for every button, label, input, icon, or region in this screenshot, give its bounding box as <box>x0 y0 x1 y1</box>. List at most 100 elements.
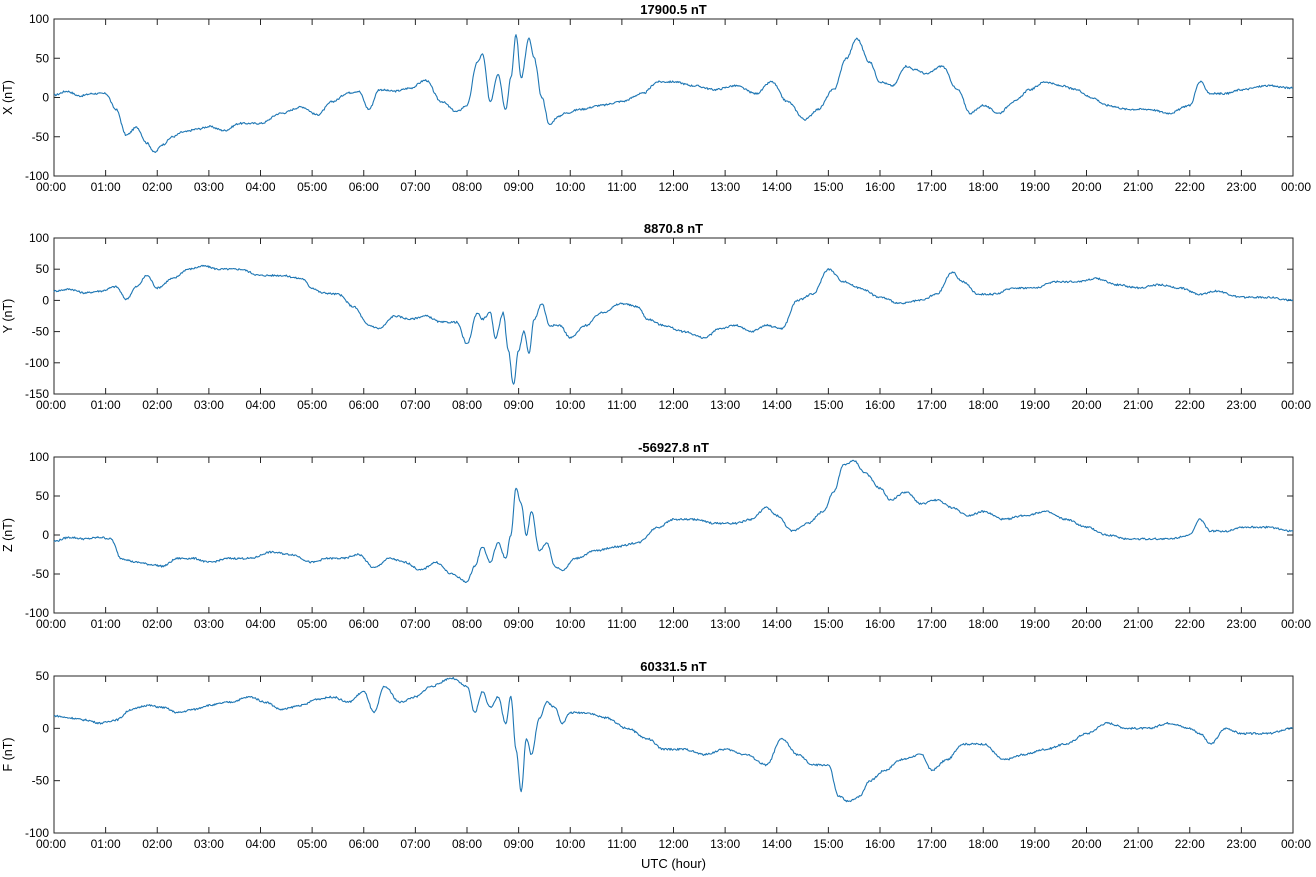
x-tick-label: 17:00 <box>917 398 947 412</box>
y-tick-label: 100 <box>29 231 49 245</box>
x-tick-label: 08:00 <box>452 837 482 851</box>
x-tick-label: 15:00 <box>813 180 843 194</box>
y-tick-label: 100 <box>29 450 49 464</box>
panel-title: -56927.8 nT <box>638 440 709 455</box>
y-tick-label: 0 <box>42 91 49 105</box>
x-tick-label: 12:00 <box>658 398 688 412</box>
x-tick-label: 09:00 <box>504 617 534 631</box>
x-tick-label: 10:00 <box>555 398 585 412</box>
x-tick-label: 23:00 <box>1226 180 1256 194</box>
x-tick-label: 20:00 <box>1071 837 1101 851</box>
series-line <box>53 264 1294 385</box>
x-tick-label: 19:00 <box>1020 617 1050 631</box>
x-tick-label: 04:00 <box>245 180 275 194</box>
x-tick-label: 15:00 <box>813 837 843 851</box>
panel-title: 17900.5 nT <box>640 2 707 17</box>
y-tick-label: 0 <box>42 528 49 542</box>
x-tick-label: 19:00 <box>1020 180 1050 194</box>
x-tick-label: 05:00 <box>297 180 327 194</box>
y-tick-label: 50 <box>36 262 50 276</box>
x-tick-label: 03:00 <box>194 837 224 851</box>
x-tick-label: 20:00 <box>1071 617 1101 631</box>
x-tick-label: 02:00 <box>142 180 172 194</box>
x-tick-label: 04:00 <box>245 837 275 851</box>
y-tick-label: -100 <box>25 169 49 183</box>
y-tick-label: 0 <box>42 293 49 307</box>
x-tick-label: 22:00 <box>1175 837 1205 851</box>
x-tick-label: 02:00 <box>142 398 172 412</box>
x-tick-label: 04:00 <box>245 398 275 412</box>
x-tick-label: 09:00 <box>504 180 534 194</box>
x-tick-label: 07:00 <box>400 180 430 194</box>
x-tick-label: 00:00 <box>36 180 66 194</box>
x-tick-label: 23:00 <box>1226 617 1256 631</box>
x-tick-label: 09:00 <box>504 398 534 412</box>
x-tick-label: 18:00 <box>968 398 998 412</box>
x-tick-label: 23:00 <box>1226 398 1256 412</box>
series-line <box>53 676 1294 803</box>
panel-2: 8870.8 nT Y (nT) -150 -100 -50 0 50 100 00:00 01:… <box>1 221 1311 412</box>
x-tick-label: 22:00 <box>1175 180 1205 194</box>
x-tick-label: 01:00 <box>91 398 121 412</box>
x-tick-label: 06:00 <box>349 837 379 851</box>
x-tick-label: 07:00 <box>400 398 430 412</box>
x-tick-label: 11:00 <box>607 837 636 851</box>
x-tick-label: 13:00 <box>710 837 740 851</box>
x-tick-label: 12:00 <box>658 617 688 631</box>
x-tick-label: 14:00 <box>762 617 792 631</box>
x-tick-label: 00:00 <box>1281 617 1311 631</box>
x-tick-label: 16:00 <box>865 837 895 851</box>
axes-box <box>53 18 1294 177</box>
x-tick-label: 21:00 <box>1123 837 1153 851</box>
x-tick-label: 05:00 <box>297 837 327 851</box>
x-tick-label: 00:00 <box>36 617 66 631</box>
panel-title: 8870.8 nT <box>644 221 703 236</box>
x-tick-label: 12:00 <box>658 837 688 851</box>
x-tick-label: 09:00 <box>504 837 534 851</box>
y-axis-label: Y (nT) <box>1 299 15 334</box>
x-tick-label: 03:00 <box>194 617 224 631</box>
x-tick-label: 15:00 <box>813 398 843 412</box>
x-tick-label: 00:00 <box>1281 837 1311 851</box>
x-tick-label: 17:00 <box>917 180 947 194</box>
x-tick-label: 11:00 <box>607 398 636 412</box>
x-tick-label: 05:00 <box>297 617 327 631</box>
x-tick-label: 16:00 <box>865 617 895 631</box>
x-axis-label: UTC (hour) <box>641 856 706 871</box>
x-tick-label: 00:00 <box>1281 398 1311 412</box>
y-axis-label: Z (nT) <box>1 518 15 552</box>
panel-4: 60331.5 nT F (nT) -100 -50 0 50 00:00 01:00 02:0… <box>1 659 1311 871</box>
x-tick-label: 13:00 <box>710 180 740 194</box>
y-tick-label: -50 <box>32 325 50 339</box>
x-tick-label: 14:00 <box>762 180 792 194</box>
x-tick-label: 16:00 <box>865 180 895 194</box>
x-tick-label: 18:00 <box>968 837 998 851</box>
x-tick-label: 10:00 <box>555 837 585 851</box>
x-tick-label: 21:00 <box>1123 398 1153 412</box>
x-tick-label: 08:00 <box>452 617 482 631</box>
x-tick-label: 02:00 <box>142 617 172 631</box>
x-tick-label: 23:00 <box>1226 837 1256 851</box>
x-tick-label: 00:00 <box>1281 180 1311 194</box>
x-tick-label: 08:00 <box>452 398 482 412</box>
axes-box <box>53 237 1294 395</box>
x-tick-label: 19:00 <box>1020 837 1050 851</box>
x-tick-label: 01:00 <box>91 837 121 851</box>
x-tick-label: 06:00 <box>349 180 379 194</box>
y-tick-label: -100 <box>25 356 49 370</box>
series-line <box>53 459 1294 583</box>
y-axis-label: X (nT) <box>1 80 15 115</box>
panel-title: 60331.5 nT <box>640 659 707 674</box>
x-tick-label: 20:00 <box>1071 180 1101 194</box>
y-tick-label: 100 <box>29 12 49 26</box>
x-tick-label: 22:00 <box>1175 617 1205 631</box>
x-tick-label: 11:00 <box>607 617 636 631</box>
x-tick-label: 18:00 <box>968 180 998 194</box>
series-line <box>53 34 1293 153</box>
x-tick-label: 04:00 <box>245 617 275 631</box>
x-tick-label: 12:00 <box>658 180 688 194</box>
x-tick-label: 22:00 <box>1175 398 1205 412</box>
x-tick-label: 00:00 <box>36 398 66 412</box>
